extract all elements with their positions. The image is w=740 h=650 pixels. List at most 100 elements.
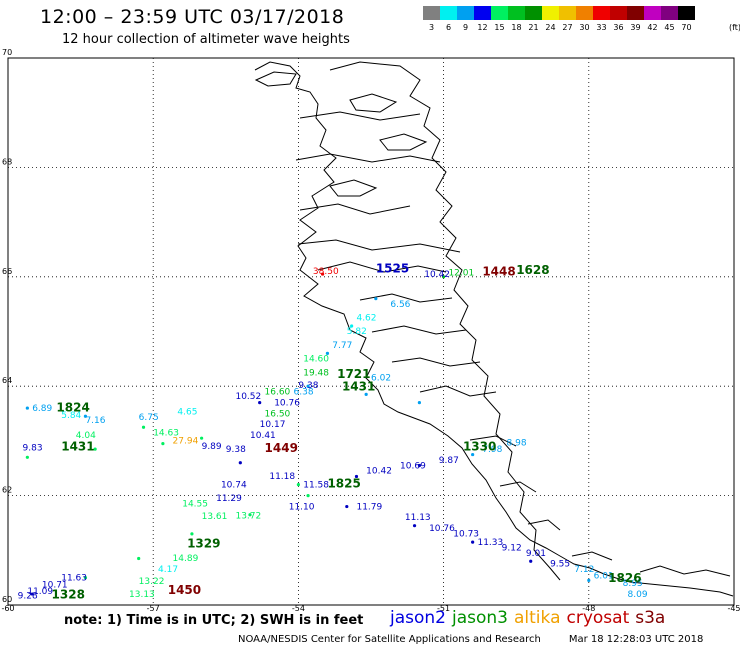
track-point bbox=[306, 384, 310, 388]
track-point bbox=[345, 504, 349, 509]
track-point bbox=[412, 524, 417, 528]
pass-time-label: 1449 bbox=[265, 441, 298, 455]
legend-bin: 12 bbox=[474, 6, 491, 32]
fjord-outline bbox=[359, 293, 453, 303]
swh-label: 11.13 bbox=[405, 513, 431, 523]
track-point bbox=[471, 452, 475, 457]
track-point bbox=[161, 442, 165, 446]
pass-time-label: 1450 bbox=[168, 583, 201, 597]
fjord-outline bbox=[527, 519, 561, 531]
satellite-jason3: jason3 bbox=[452, 608, 508, 628]
page-title: 12:00 – 23:59 UTC 03/17/2018 bbox=[40, 6, 345, 28]
swh-label: 14.89 bbox=[173, 554, 199, 564]
swh-label: 10.41 bbox=[250, 431, 276, 441]
lon-tick-label: -54 bbox=[292, 604, 305, 613]
swh-label: 14.55 bbox=[182, 500, 208, 510]
legend-label: 70 bbox=[681, 23, 692, 32]
track-point bbox=[471, 540, 475, 544]
island-outline bbox=[379, 133, 428, 151]
pass-time-label: 1330 bbox=[463, 440, 496, 454]
legend-swatch bbox=[559, 6, 576, 20]
swh-label: 9.83 bbox=[23, 444, 43, 454]
page-subtitle: 12 hour collection of altimeter wave hei… bbox=[62, 32, 350, 47]
swh-label: 13.22 bbox=[139, 577, 165, 587]
swh-label: 10.74 bbox=[221, 480, 247, 490]
track-point bbox=[200, 436, 204, 440]
swh-label: 16.60 bbox=[265, 387, 291, 397]
swh-label: 11.79 bbox=[356, 502, 382, 512]
pass-time-label: 1431 bbox=[61, 440, 94, 454]
legend-swatch bbox=[542, 6, 559, 20]
legend-bin: 18 bbox=[508, 6, 525, 32]
swh-label: 11.29 bbox=[216, 494, 242, 504]
track-point bbox=[374, 297, 378, 301]
lat-tick-label: 66 bbox=[2, 267, 12, 276]
fjord-outline bbox=[295, 153, 441, 163]
track-point bbox=[93, 447, 97, 451]
pass-time-label: 1825 bbox=[327, 476, 360, 490]
swh-label: 38.50 bbox=[313, 267, 339, 277]
legend-label: 36 bbox=[613, 23, 624, 32]
legend-swatch bbox=[423, 6, 440, 20]
swh-label: 4.04 bbox=[76, 431, 96, 441]
legend-bin: 36 bbox=[610, 6, 627, 32]
lat-tick-label: 70 bbox=[2, 48, 12, 57]
graticule bbox=[8, 58, 734, 605]
legend-bin: 24 bbox=[542, 6, 559, 32]
track-point bbox=[296, 483, 300, 487]
swh-label: 10.17 bbox=[260, 420, 286, 430]
swh-label: 8.95 bbox=[623, 579, 643, 589]
lat-tick-label: 62 bbox=[2, 486, 12, 495]
legend-bin: 30 bbox=[576, 6, 593, 32]
lat-tick-label: 68 bbox=[2, 157, 12, 166]
island-outline bbox=[254, 71, 297, 87]
track-point bbox=[364, 392, 368, 397]
swh-label: 6.75 bbox=[139, 413, 159, 423]
legend-swatch bbox=[457, 6, 474, 20]
swh-label: 10.42 bbox=[366, 467, 392, 477]
legend-bin: 21 bbox=[525, 6, 542, 32]
fjord-outline bbox=[571, 551, 613, 561]
swh-label: 4.62 bbox=[356, 314, 376, 324]
swh-label: 9.38 bbox=[226, 445, 246, 455]
satellite-s3a: s3a bbox=[635, 608, 666, 628]
legend-label: 15 bbox=[494, 23, 505, 32]
swh-label: 11.09 bbox=[27, 587, 53, 597]
legend-bin: 45 bbox=[661, 6, 678, 32]
swh-label: 11.63 bbox=[61, 573, 87, 583]
credit-text: NOAA/NESDIS Center for Satellite Applica… bbox=[238, 634, 541, 645]
map-frame bbox=[7, 57, 735, 606]
swh-label: 7.77 bbox=[332, 341, 352, 351]
pass-time-label: 1525 bbox=[376, 261, 409, 275]
track-point bbox=[529, 559, 533, 563]
fjord-outline bbox=[297, 239, 461, 253]
legend-label: 39 bbox=[630, 23, 641, 32]
swh-label: 9.28 bbox=[18, 591, 38, 601]
legend-bin: 15 bbox=[491, 6, 508, 32]
legend-label: 42 bbox=[647, 23, 658, 32]
swh-label: 4.65 bbox=[177, 408, 197, 418]
lon-tick-label: -51 bbox=[437, 604, 450, 613]
legend-swatch bbox=[508, 6, 525, 20]
coastline-main bbox=[254, 61, 734, 597]
island-outline bbox=[349, 93, 398, 113]
fjord-outline bbox=[299, 203, 411, 215]
pass-time-label: 1328 bbox=[52, 587, 85, 601]
legend-swatch bbox=[661, 6, 678, 20]
swh-label: 14.63 bbox=[153, 428, 179, 438]
legend-label: 33 bbox=[596, 23, 607, 32]
track-point bbox=[354, 474, 359, 479]
pass-time-label: 1329 bbox=[187, 537, 220, 551]
swh-label: 13.13 bbox=[129, 590, 155, 600]
legend-swatch bbox=[610, 6, 627, 20]
island-outline bbox=[329, 179, 378, 197]
swh-label: 12.01 bbox=[448, 269, 474, 279]
lon-tick-label: -60 bbox=[1, 604, 14, 613]
legend-label: 6 bbox=[445, 23, 452, 32]
coastline-inner bbox=[329, 61, 561, 581]
legend-bin: 39 bbox=[627, 6, 644, 32]
legend-bin: 3 bbox=[423, 6, 440, 32]
